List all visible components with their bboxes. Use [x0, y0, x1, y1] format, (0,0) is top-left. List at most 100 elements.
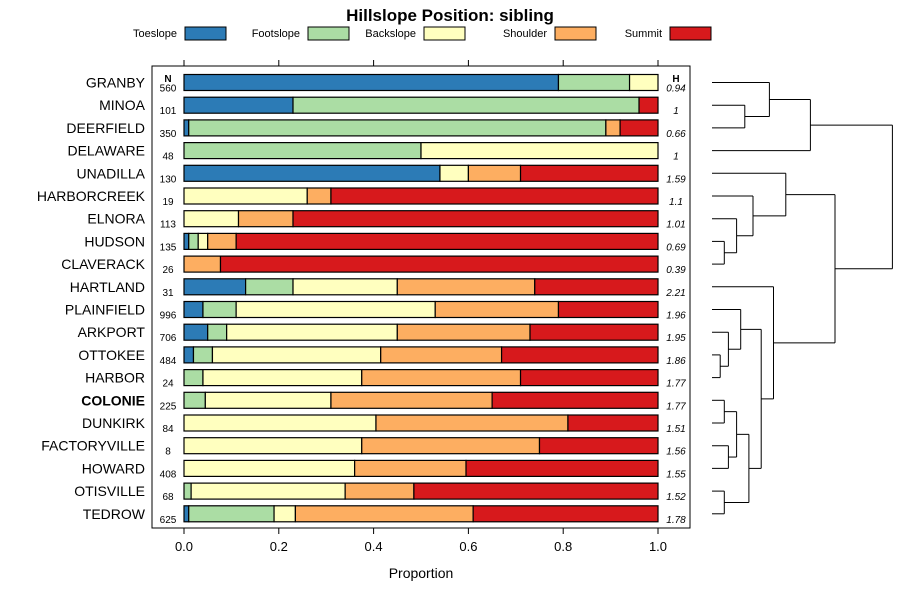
row-label: PLAINFIELD — [65, 302, 145, 318]
row-granby: GRANBY 560 0.94 — [86, 73, 686, 95]
row-n-value: 560 — [160, 84, 177, 95]
bar-segment-backslope — [292, 278, 398, 296]
legend-label-summit: Summit — [625, 28, 662, 40]
bar-segment-shoulder — [306, 187, 332, 205]
row-howard: HOWARD 408 1.55 — [82, 459, 686, 480]
row-label: TEDROW — [83, 506, 146, 522]
bar-segment-shoulder — [183, 255, 222, 273]
row-factoryville: FACTORYVILLE 8 1.56 — [41, 437, 686, 458]
bar-segment-summit — [472, 505, 659, 523]
row-h-value: 1 — [673, 106, 679, 117]
row-plainfield: PLAINFIELD 996 1.96 — [65, 300, 686, 322]
bar-segment-footslope — [183, 369, 204, 387]
x-tick-label: 0.8 — [554, 539, 572, 554]
legend-swatch-footslope — [307, 26, 350, 41]
bar-segment-shoulder — [396, 323, 531, 341]
bar-segment-summit — [330, 187, 659, 205]
x-tick-label: 1.0 — [649, 539, 667, 554]
row-h-value: 1.78 — [666, 515, 686, 526]
bar-segment-footslope — [202, 300, 237, 319]
bar-segment-footslope — [207, 323, 228, 341]
bar-segment-shoulder — [237, 210, 294, 228]
legend-swatch-toeslope — [184, 26, 227, 41]
bar-segment-footslope — [183, 482, 192, 500]
x-tick-label: 0.6 — [459, 539, 477, 554]
row-label: HARBOR — [85, 370, 145, 386]
bar-segment-footslope — [183, 142, 422, 160]
row-h-value: 0.66 — [666, 129, 686, 140]
row-label: DEERFIELD — [66, 120, 145, 136]
plot-frame — [151, 65, 691, 529]
bar-segment-shoulder — [434, 300, 560, 319]
row-label: HARTLAND — [70, 279, 145, 295]
row-harbor: HARBOR 24 1.77 — [85, 369, 686, 390]
row-n-value: 24 — [162, 379, 174, 390]
x-tick-label: 0.4 — [365, 539, 383, 554]
bar-segment-footslope — [292, 96, 640, 114]
bar-segment-shoulder — [396, 278, 536, 296]
row-tedrow: TEDROW 625 1.78 — [83, 505, 686, 526]
legend-label-shoulder: Shoulder — [503, 28, 547, 40]
row-label: MINOA — [99, 97, 146, 113]
legend: Toeslope Footslope Backslope Shoulder Summit — [133, 26, 712, 41]
bar-segment-shoulder — [344, 482, 415, 500]
row-label: HUDSON — [84, 233, 145, 249]
row-otisville: OTISVILLE 68 1.52 — [74, 482, 686, 503]
row-n-value: 26 — [162, 265, 174, 276]
row-h-value: 0.39 — [666, 265, 686, 276]
row-hartland: HARTLAND 31 2.21 — [70, 278, 686, 299]
x-axis: 0.0 0.2 0.4 0.6 0.8 1.0 — [175, 60, 667, 554]
legend-swatch-summit — [669, 26, 712, 41]
bar-segment-summit — [567, 414, 659, 432]
x-tick-label: 0.0 — [175, 539, 193, 554]
row-minoa: MINOA 101 1 — [99, 96, 679, 117]
row-h-value: 1.59 — [666, 174, 686, 185]
row-harborcreek: HARBORCREEK 19 1.1 — [37, 187, 683, 208]
row-label: ELNORA — [87, 211, 145, 227]
row-n-value: 68 — [162, 492, 174, 503]
row-dunkirk: DUNKIRK 84 1.51 — [82, 414, 686, 435]
bar-segment-shoulder — [294, 505, 474, 523]
bar-segment-footslope — [245, 278, 294, 296]
row-h-value: 1.1 — [669, 197, 683, 208]
row-n-value: 19 — [162, 197, 174, 208]
bar-segment-summit — [529, 323, 659, 341]
bar-segment-summit — [538, 437, 659, 455]
row-h-value: 2.21 — [665, 288, 685, 299]
bar-segment-toeslope — [183, 323, 209, 341]
bar-segment-backslope — [183, 414, 377, 432]
bar-segment-toeslope — [183, 346, 195, 364]
bar-segment-backslope — [211, 346, 382, 364]
row-label: DELAWARE — [67, 143, 145, 159]
bar-segment-backslope — [273, 505, 296, 523]
row-h-value: 0.94 — [666, 84, 686, 95]
row-n-value: 8 — [165, 447, 171, 458]
chart-title: Hillslope Position: sibling — [346, 6, 554, 25]
row-label: GRANBY — [86, 75, 146, 91]
bar-segment-backslope — [628, 73, 659, 92]
row-h-value: 1.77 — [666, 379, 686, 390]
row-n-value: 706 — [160, 333, 177, 344]
row-claverack: CLAVERACK 26 0.39 — [61, 255, 686, 276]
row-label: UNADILLA — [77, 165, 146, 181]
row-n-value: 130 — [160, 174, 177, 185]
row-n-value: 84 — [162, 424, 174, 435]
row-label: OTISVILLE — [74, 483, 145, 499]
bar-segment-summit — [557, 300, 659, 319]
legend-swatch-backslope — [423, 26, 466, 41]
bar-segment-summit — [534, 278, 659, 296]
bar-segment-shoulder — [354, 459, 467, 477]
dendrogram — [712, 82, 893, 515]
row-label: OTTOKEE — [78, 347, 145, 363]
row-label: COLONIE — [81, 392, 145, 408]
bar-segment-shoulder — [207, 232, 237, 250]
bar-segment-shoulder — [361, 369, 522, 387]
x-tick-label: 0.2 — [270, 539, 288, 554]
row-h-value: 1.52 — [666, 492, 686, 503]
legend-label-footslope: Footslope — [252, 28, 300, 40]
row-h-value: 1.56 — [666, 447, 686, 458]
bar-segment-toeslope — [183, 73, 560, 92]
row-n-value: 31 — [162, 288, 174, 299]
legend-label-backslope: Backslope — [365, 28, 416, 40]
